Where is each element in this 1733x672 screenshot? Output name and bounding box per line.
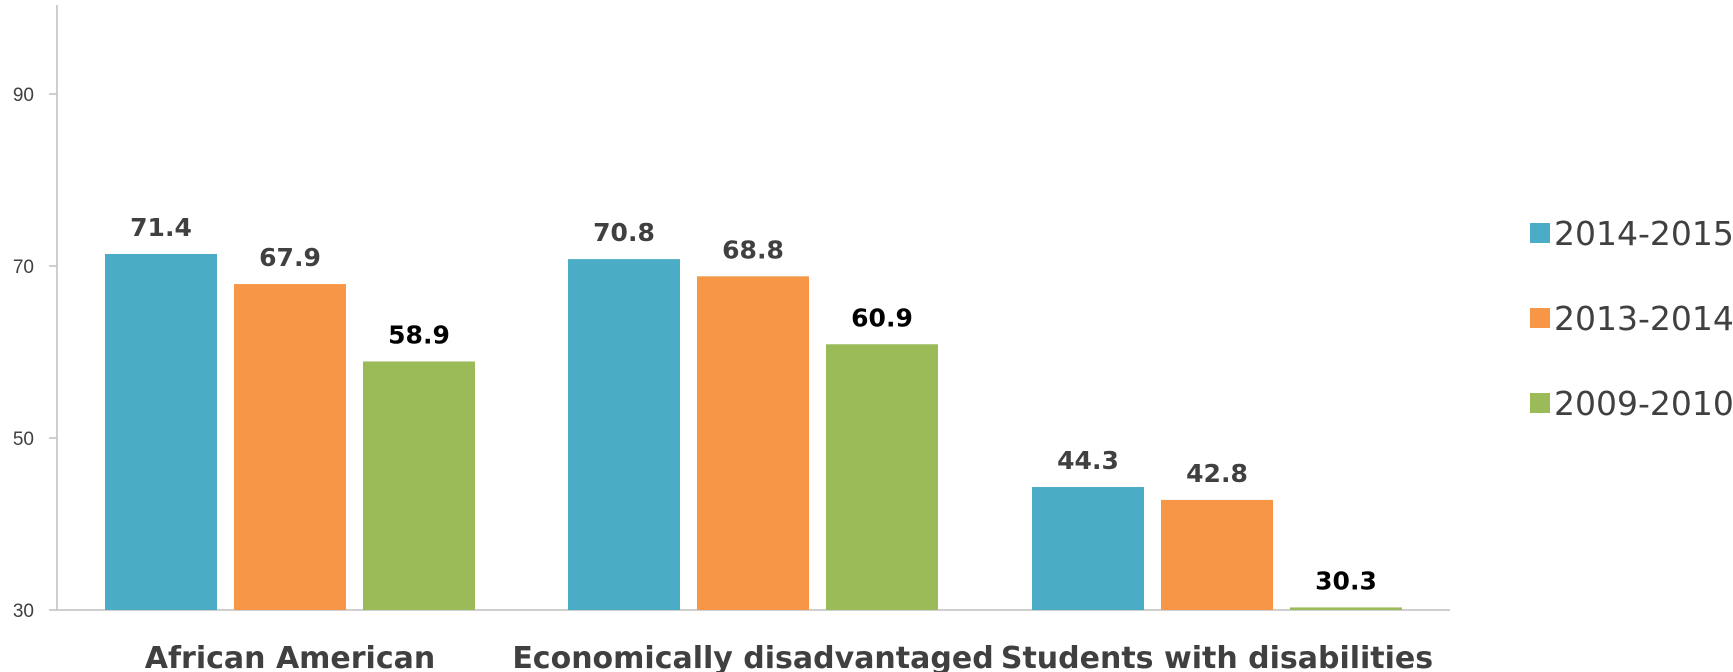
axes: 30 50 70 90 African American Economically dis… bbox=[13, 5, 1450, 672]
y-tick-label: 90 bbox=[13, 85, 34, 106]
category-label: African American bbox=[145, 641, 435, 672]
legend-swatch bbox=[1530, 223, 1550, 243]
data-label: 30.3 bbox=[1315, 566, 1377, 595]
bars bbox=[105, 253, 1402, 610]
bar bbox=[105, 253, 217, 610]
bar bbox=[1161, 499, 1273, 610]
data-label: 42.8 bbox=[1186, 459, 1248, 488]
data-labels: 71.4 67.9 58.9 70.8 68.8 60.9 44.3 42.8 30.3 bbox=[130, 213, 1377, 595]
data-label: 60.9 bbox=[851, 303, 913, 332]
legend-label: 2009-2010 bbox=[1554, 384, 1733, 423]
y-tick-label: 70 bbox=[13, 257, 34, 278]
y-tick-label: 50 bbox=[13, 429, 34, 450]
category-label: Students with disabilities bbox=[1001, 641, 1433, 672]
data-label: 71.4 bbox=[130, 213, 192, 242]
legend-label: 2013-2014 bbox=[1554, 299, 1733, 338]
legend-swatch bbox=[1530, 393, 1550, 413]
bar bbox=[234, 284, 346, 610]
category-label: Economically disadvantaged bbox=[512, 641, 993, 672]
bar bbox=[1032, 487, 1144, 610]
bar bbox=[363, 361, 475, 610]
bar bbox=[826, 344, 938, 610]
data-label: 44.3 bbox=[1057, 446, 1119, 475]
bar bbox=[1290, 607, 1402, 610]
data-label: 70.8 bbox=[593, 218, 655, 247]
data-label: 67.9 bbox=[259, 243, 321, 272]
data-label: 58.9 bbox=[388, 320, 450, 349]
bar bbox=[568, 259, 680, 610]
data-label: 68.8 bbox=[722, 235, 784, 264]
bar bbox=[697, 276, 809, 610]
y-tick-label: 30 bbox=[13, 601, 34, 622]
legend: 2014-2015 2013-2014 2009-2010 bbox=[1530, 214, 1733, 423]
legend-swatch bbox=[1530, 308, 1550, 328]
legend-label: 2014-2015 bbox=[1554, 214, 1733, 253]
